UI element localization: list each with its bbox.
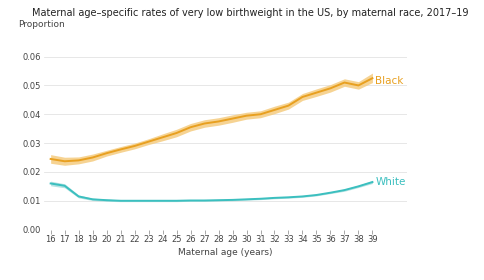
Text: White: White <box>375 177 405 187</box>
X-axis label: Maternal age (years): Maternal age (years) <box>178 248 272 257</box>
Text: Maternal age–specific rates of very low birthweight in the US, by maternal race,: Maternal age–specific rates of very low … <box>31 8 467 18</box>
Text: Black: Black <box>375 76 403 86</box>
Text: Proportion: Proportion <box>18 20 65 29</box>
